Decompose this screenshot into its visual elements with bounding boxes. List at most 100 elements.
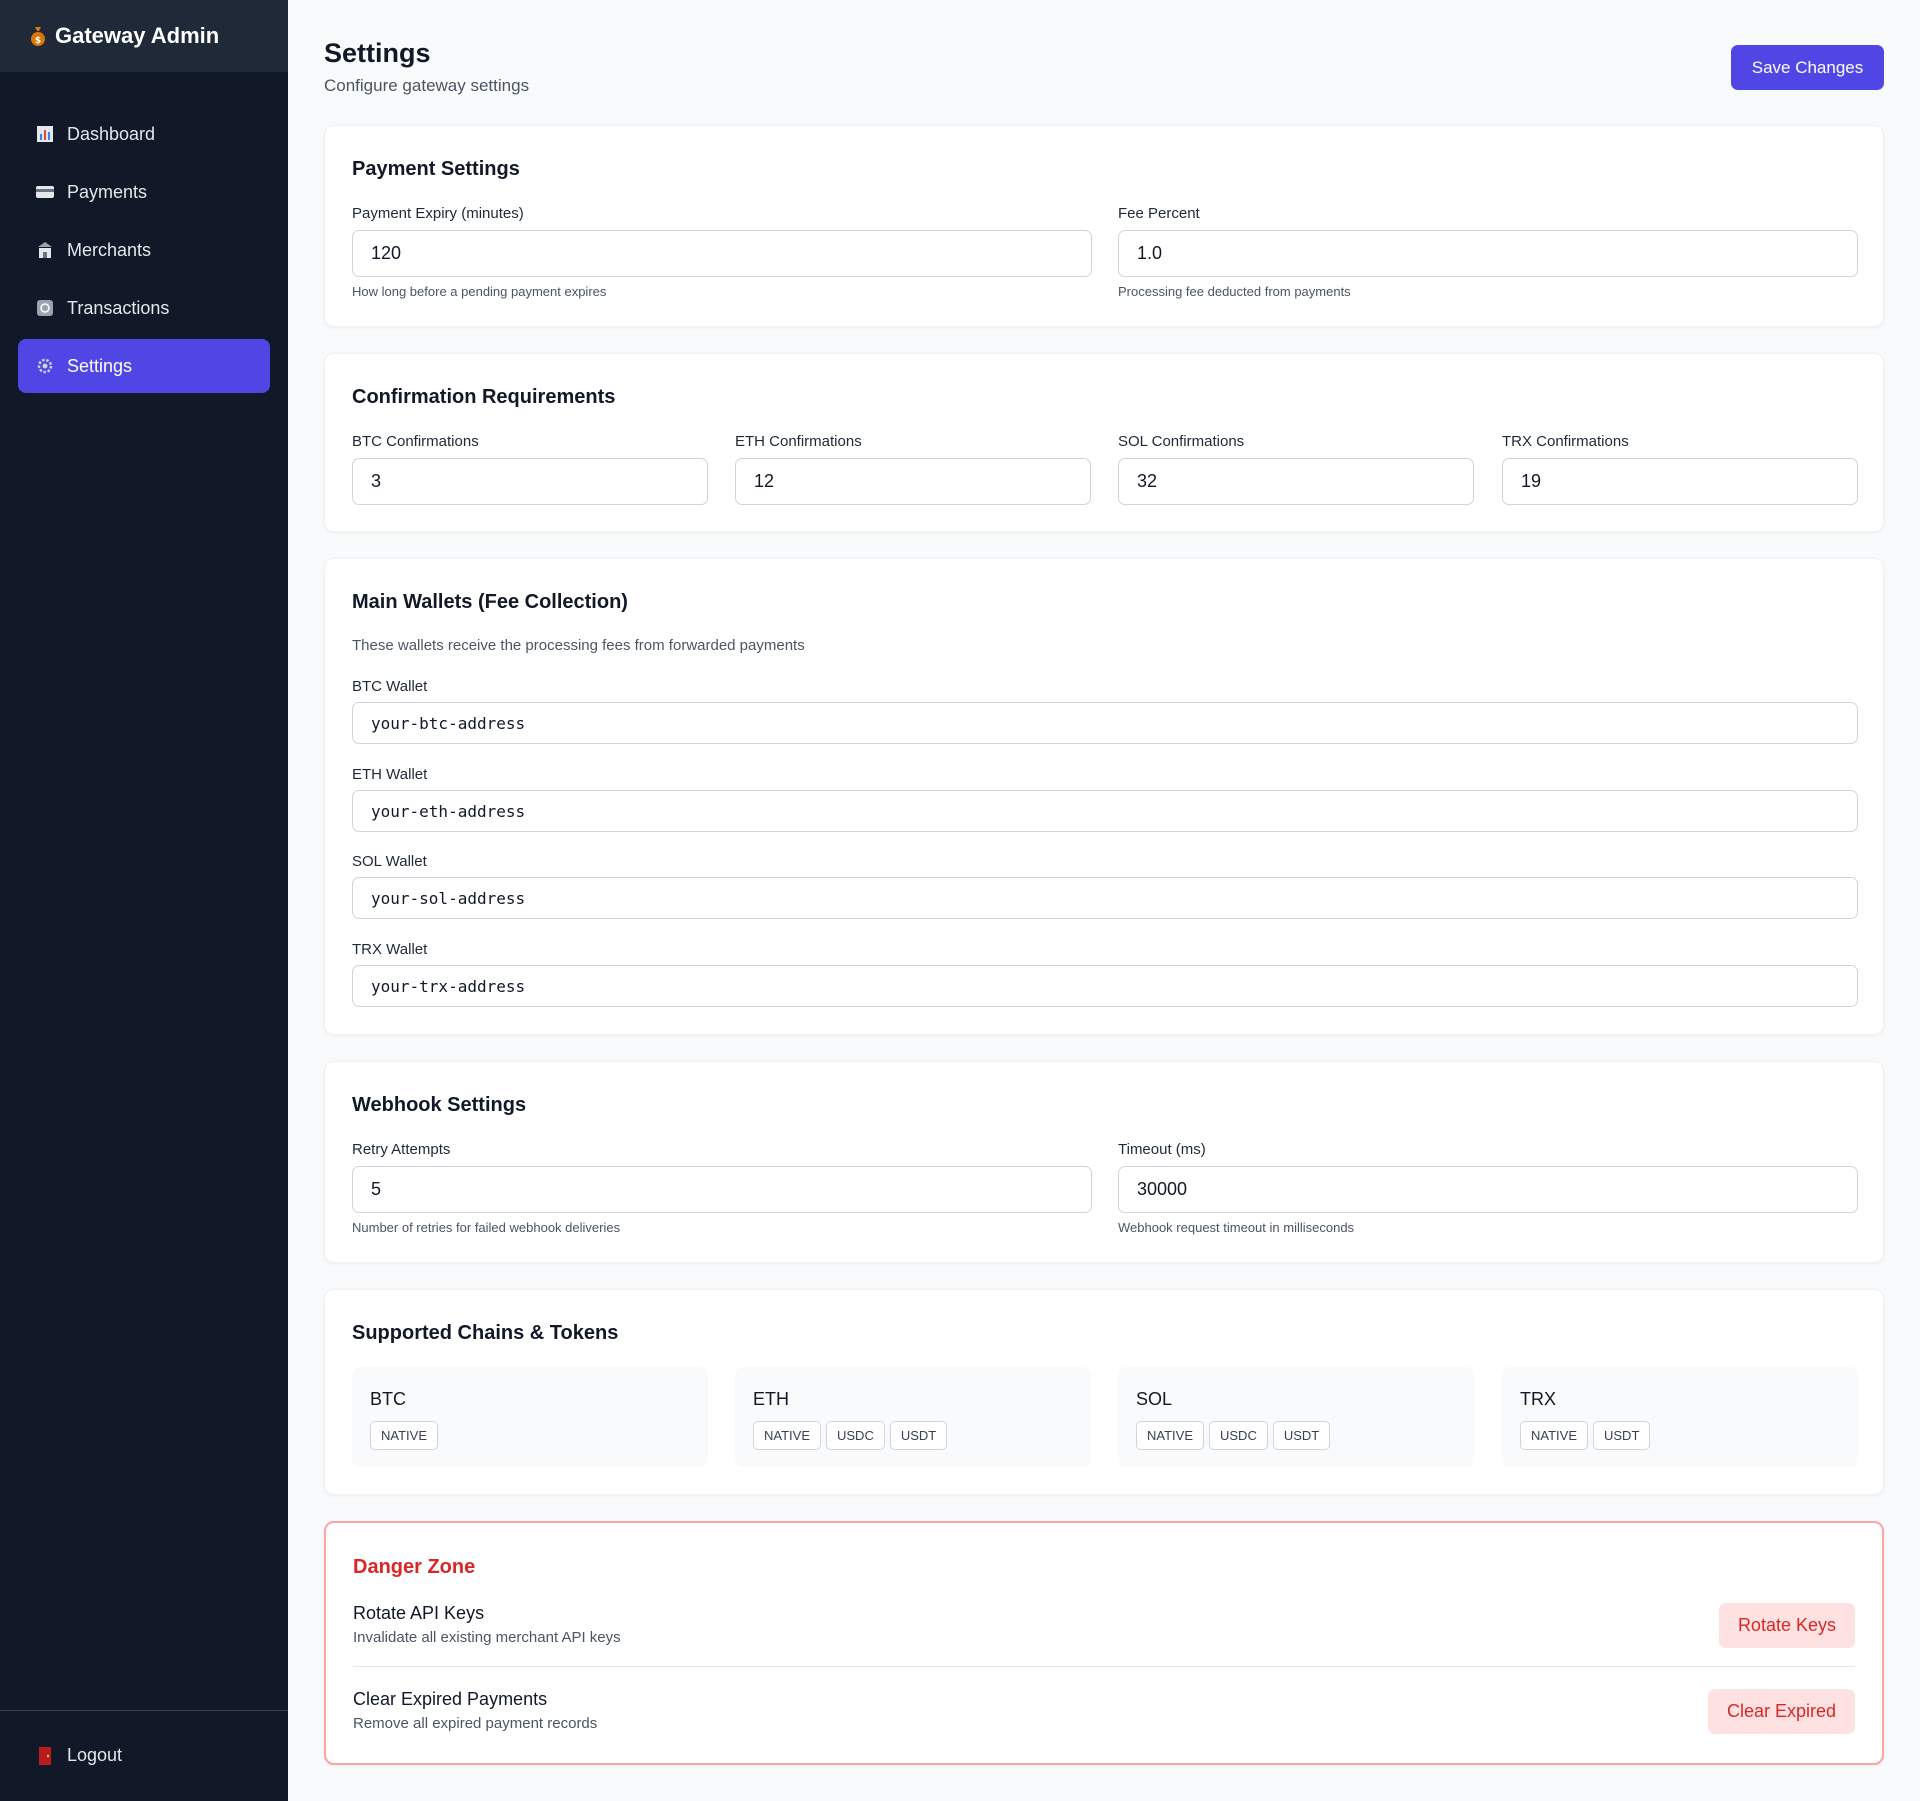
sidebar-item-label: Dashboard <box>67 123 156 144</box>
door-icon <box>36 1746 54 1765</box>
danger-zone-card: Danger Zone Rotate API Keys Invalidate a… <box>324 1521 1884 1765</box>
clear-expired-row: Clear Expired Payments Remove all expire… <box>353 1689 1855 1775</box>
timeout-label: Timeout (ms) <box>1118 1141 1206 1158</box>
page-header: Settings Configure gateway settings Save… <box>324 0 1884 125</box>
btc-confirmations-label: BTC Confirmations <box>352 433 479 450</box>
page-subtitle: Configure gateway settings <box>324 76 530 95</box>
chain-name: BTC <box>370 1389 406 1409</box>
token-badge: USDC <box>1209 1421 1268 1450</box>
gear-icon <box>36 357 54 375</box>
eth-wallet-input[interactable]: your-eth-address <box>352 790 1858 832</box>
sol-confirmations-input[interactable]: 32 <box>1118 458 1474 505</box>
timeout-hint: Webhook request timeout in milliseconds <box>1118 1220 1355 1235</box>
token-list: NATIVE USDC USDT <box>753 1421 948 1450</box>
clear-expired-button[interactable]: Clear Expired <box>1707 1689 1855 1734</box>
sidebar-nav: Dashboard Payments Merchants Transaction… <box>0 72 288 393</box>
danger-zone-title: Danger Zone <box>353 1556 476 1578</box>
sidebar-item-transactions[interactable]: Transactions <box>18 281 270 335</box>
sidebar-item-dashboard[interactable]: Dashboard <box>18 107 270 161</box>
sol-confirmations-label: SOL Confirmations <box>1118 433 1245 450</box>
payment-expiry-input[interactable]: 120 <box>352 230 1092 277</box>
clear-expired-description: Remove all expired payment records <box>353 1715 598 1732</box>
sol-wallet-input[interactable]: your-sol-address <box>352 877 1858 919</box>
token-badge: NATIVE <box>753 1421 821 1450</box>
wallets-card: Main Wallets (Fee Collection) These wall… <box>324 558 1884 1035</box>
logout-label: Logout <box>67 1745 123 1765</box>
refresh-icon <box>36 299 54 317</box>
card-title: Payment Settings <box>352 158 520 180</box>
token-list: NATIVE USDC USDT <box>1136 1421 1331 1450</box>
token-badge: USDT <box>1593 1421 1651 1450</box>
trx-confirmations-label: TRX Confirmations <box>1502 433 1629 450</box>
fee-percent-hint: Processing fee deducted from payments <box>1118 284 1351 299</box>
retry-attempts-hint: Number of retries for failed webhook del… <box>352 1220 621 1235</box>
card-title: Webhook Settings <box>352 1094 527 1116</box>
sidebar-item-settings[interactable]: Settings <box>18 339 270 393</box>
sidebar-item-label: Transactions <box>67 297 170 318</box>
svg-text:$: $ <box>35 36 41 46</box>
webhook-settings-card: Webhook Settings Retry Attempts 5 Number… <box>324 1061 1884 1263</box>
eth-wallet-label: ETH Wallet <box>352 766 428 783</box>
token-badge: NATIVE <box>1136 1421 1204 1450</box>
supported-chains-card: Supported Chains & Tokens BTC NATIVE ETH… <box>324 1289 1884 1495</box>
card-title: Confirmation Requirements <box>352 386 616 408</box>
token-badge: USDT <box>889 1421 948 1450</box>
money-bag-icon: $ <box>29 25 47 47</box>
fee-percent-label: Fee Percent <box>1118 205 1200 222</box>
token-badge: NATIVE <box>1520 1421 1588 1450</box>
brand: $ Gateway Admin <box>0 0 288 72</box>
chain-name: SOL <box>1136 1389 1173 1409</box>
retry-attempts-input[interactable]: 5 <box>352 1166 1092 1213</box>
bar-chart-icon <box>36 125 54 143</box>
payment-settings-card: Payment Settings Payment Expiry (minutes… <box>324 125 1884 327</box>
sidebar-item-label: Payments <box>67 181 148 202</box>
merchant-icon <box>36 241 54 259</box>
trx-wallet-input[interactable]: your-trx-address <box>352 965 1858 1007</box>
btc-confirmations-input[interactable]: 3 <box>352 458 708 505</box>
sidebar-item-payments[interactable]: Payments <box>18 165 270 219</box>
rotate-keys-row: Rotate API Keys Invalidate all existing … <box>353 1603 1855 1689</box>
divider <box>353 1666 1855 1667</box>
logout-button[interactable]: Logout <box>36 1745 122 1766</box>
eth-confirmations-label: ETH Confirmations <box>735 433 862 450</box>
btc-wallet-input[interactable]: your-btc-address <box>352 702 1858 744</box>
token-list: NATIVE <box>370 1421 438 1450</box>
btc-wallet-label: BTC Wallet <box>352 678 428 695</box>
sidebar-item-label: Merchants <box>67 239 152 260</box>
chain-card-btc: BTC NATIVE <box>352 1367 708 1467</box>
chain-card-sol: SOL NATIVE USDC USDT <box>1118 1367 1474 1467</box>
app-title: Gateway Admin <box>55 23 220 48</box>
sidebar-item-label: Settings <box>67 355 133 376</box>
sol-wallet-label: SOL Wallet <box>352 853 427 870</box>
page-title: Settings <box>324 38 431 68</box>
rotate-keys-description: Invalidate all existing merchant API key… <box>353 1629 621 1646</box>
fee-percent-input[interactable]: 1.0 <box>1118 230 1858 277</box>
token-badge: USDC <box>826 1421 885 1450</box>
wallets-description: These wallets receive the processing fee… <box>352 637 805 654</box>
sidebar: $ Gateway Admin Dashboard Payments Merch… <box>0 0 288 1801</box>
card-title: Main Wallets (Fee Collection) <box>352 591 628 613</box>
main-content: Settings Configure gateway settings Save… <box>324 0 1884 1765</box>
token-badge: USDT <box>1272 1421 1331 1450</box>
clear-expired-title: Clear Expired Payments <box>353 1689 548 1709</box>
token-list: NATIVE USDT <box>1520 1421 1651 1450</box>
chain-card-eth: ETH NATIVE USDC USDT <box>735 1367 1091 1467</box>
sidebar-item-merchants[interactable]: Merchants <box>18 223 270 277</box>
chain-name: TRX <box>1520 1389 1556 1409</box>
trx-confirmations-input[interactable]: 19 <box>1502 458 1858 505</box>
rotate-keys-button[interactable]: Rotate Keys <box>1718 1603 1855 1648</box>
chain-card-trx: TRX NATIVE USDT <box>1502 1367 1858 1467</box>
save-changes-button[interactable]: Save Changes <box>1731 45 1884 90</box>
eth-confirmations-input[interactable]: 12 <box>735 458 1091 505</box>
trx-wallet-label: TRX Wallet <box>352 941 428 958</box>
confirmations-card: Confirmation Requirements BTC Confirmati… <box>324 353 1884 532</box>
timeout-input[interactable]: 30000 <box>1118 1166 1858 1213</box>
chain-name: ETH <box>753 1389 789 1409</box>
payment-expiry-hint: How long before a pending payment expire… <box>352 284 607 299</box>
rotate-keys-title: Rotate API Keys <box>353 1603 485 1623</box>
card-title: Supported Chains & Tokens <box>352 1322 619 1344</box>
retry-attempts-label: Retry Attempts <box>352 1141 451 1158</box>
token-badge: NATIVE <box>370 1421 438 1450</box>
payment-expiry-label: Payment Expiry (minutes) <box>352 205 524 222</box>
sidebar-footer: Logout <box>0 1710 288 1801</box>
